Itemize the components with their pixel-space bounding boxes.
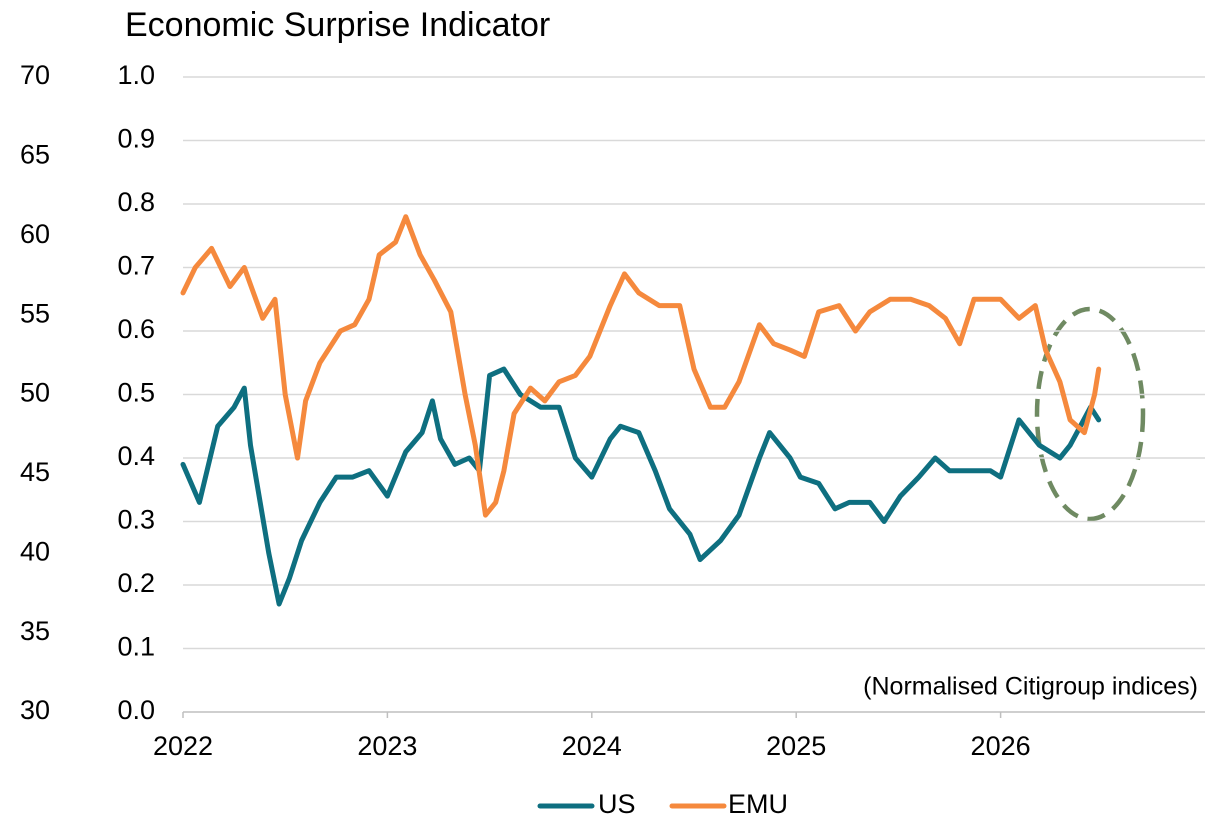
y-tick-label: 1.0 [117,60,155,90]
y2-tick-label: 35 [20,616,50,646]
y-tick-label: 0.5 [117,378,155,408]
y-tick-label: 0.4 [117,441,155,471]
y2-tick-label: 45 [20,457,50,487]
chart-title: Economic Surprise Indicator [125,6,550,44]
y-tick-label: 0.1 [117,632,155,662]
y-tick-label: 0.0 [117,695,155,725]
x-tick-label: 2025 [766,731,826,761]
y2-tick-label: 65 [20,140,50,170]
y-tick-label: 0.9 [117,124,155,154]
y2-tick-label: 70 [20,60,50,90]
x-tick-label: 2023 [357,731,417,761]
y2-tick-label: 60 [20,219,50,249]
y2-tick-label: 55 [20,298,50,328]
y-tick-label: 0.7 [117,251,155,281]
y-tick-label: 0.6 [117,314,155,344]
y-tick-label: 0.2 [117,568,155,598]
y2-tick-label: 40 [20,536,50,566]
annotation: (Normalised Citigroup indices) [863,673,1198,701]
y-tick-label: 0.3 [117,505,155,535]
series-line [180,214,1102,518]
x-tick-label: 2026 [971,731,1031,761]
x-tick-label: 2022 [153,731,213,761]
y-tick-label: 0.8 [117,187,155,217]
series-line [180,366,1102,607]
x-tick-label: 2024 [562,731,622,761]
legend-label: EMU [728,789,788,819]
y2-tick-label: 50 [20,378,50,408]
highlight-ellipse [1034,306,1146,522]
legend-label: US [598,789,636,819]
y2-tick-label: 30 [20,695,50,725]
